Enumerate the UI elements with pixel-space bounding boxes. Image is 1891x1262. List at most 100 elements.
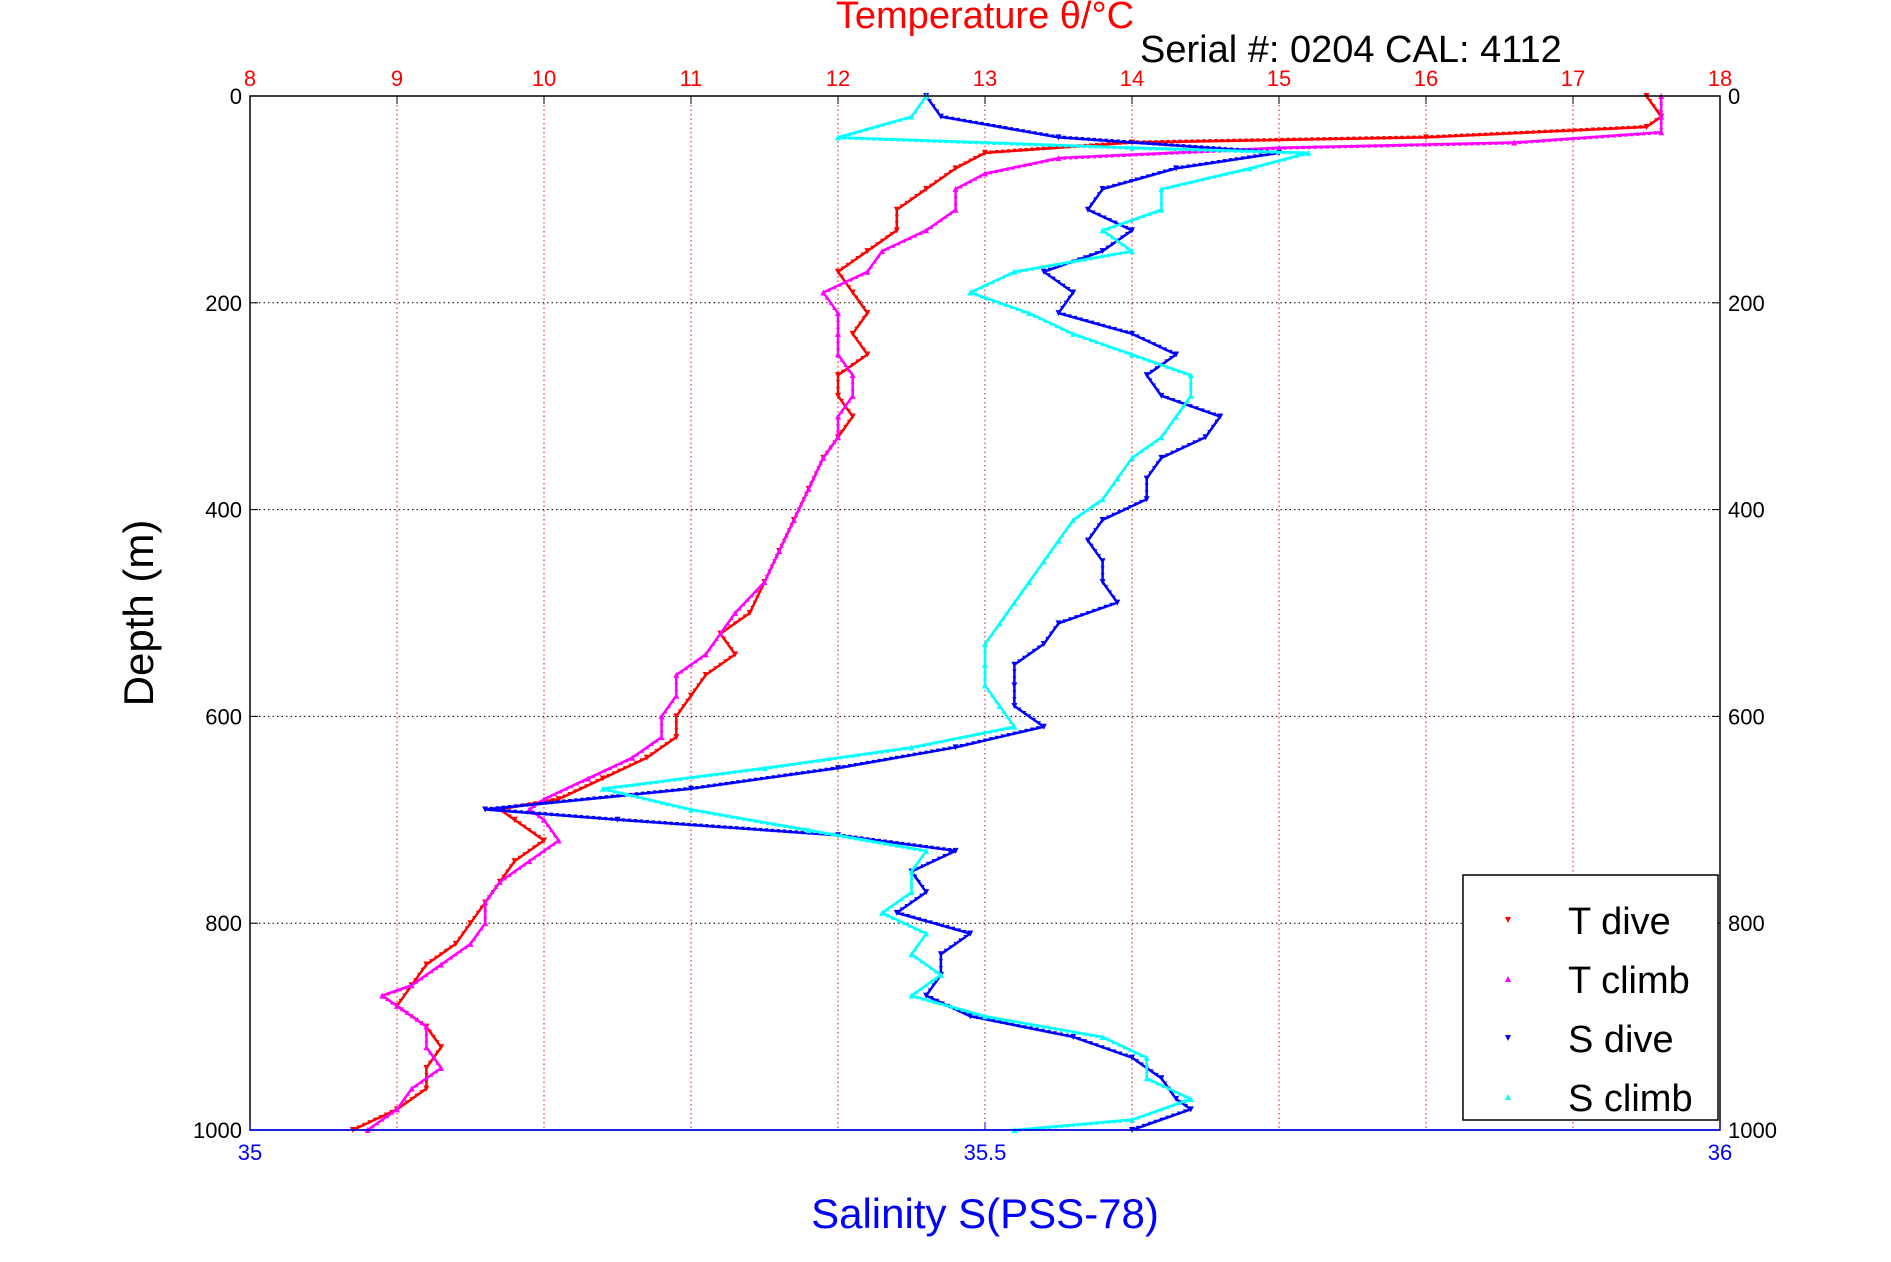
data-point	[1129, 330, 1135, 337]
data-point	[881, 122, 886, 127]
data-point	[1106, 142, 1111, 147]
data-point	[1188, 380, 1193, 385]
data-point	[1080, 137, 1085, 142]
data-point	[826, 287, 831, 292]
data-point	[950, 116, 955, 121]
data-point	[1143, 1075, 1150, 1082]
data-point	[924, 983, 929, 988]
data-point	[1188, 386, 1193, 391]
data-point	[1032, 313, 1037, 318]
data-point	[1124, 330, 1129, 335]
data-point	[876, 254, 881, 259]
data-point	[1477, 132, 1482, 137]
data-point	[452, 940, 459, 947]
data-point	[1340, 136, 1344, 141]
data-point	[678, 776, 683, 781]
tick-label-temperature: 10	[532, 66, 556, 91]
data-point	[639, 819, 644, 824]
data-point	[847, 368, 852, 373]
tick-label-temperature: 9	[391, 66, 403, 91]
data-point	[1173, 351, 1180, 358]
data-point	[836, 833, 840, 838]
data-point	[1118, 222, 1123, 227]
data-point	[675, 821, 680, 826]
data-point	[527, 828, 532, 833]
data-point	[1130, 218, 1134, 223]
data-point	[423, 1085, 430, 1092]
data-point	[923, 847, 930, 854]
data-point	[671, 803, 676, 808]
data-point	[941, 747, 946, 752]
data-point	[448, 955, 453, 960]
data-point	[1172, 146, 1177, 151]
data-point	[853, 836, 858, 841]
data-point	[1215, 148, 1220, 153]
data-point	[973, 176, 978, 181]
data-point	[1110, 235, 1115, 240]
data-point	[1099, 227, 1106, 234]
tick-label-depth-right: 600	[1728, 704, 1765, 729]
data-point	[860, 252, 865, 257]
data-point	[937, 856, 942, 861]
data-point	[862, 752, 867, 757]
data-point	[658, 789, 663, 794]
data-point	[1388, 135, 1392, 140]
data-point	[885, 748, 890, 753]
data-point	[507, 809, 512, 814]
data-point	[486, 895, 491, 900]
data-point	[894, 843, 899, 848]
data-point	[1367, 143, 1372, 148]
tick-label-temperature: 18	[1708, 66, 1732, 91]
data-point	[580, 797, 585, 802]
data-point	[688, 785, 694, 792]
data-point	[1094, 1043, 1099, 1048]
data-point	[912, 843, 917, 848]
data-point	[1124, 225, 1129, 230]
data-point	[1513, 131, 1518, 136]
data-point	[1232, 138, 1236, 143]
data-point	[423, 1044, 430, 1051]
data-point	[659, 721, 664, 726]
data-point	[926, 861, 931, 866]
data-point	[1046, 142, 1050, 147]
data-point	[958, 163, 963, 168]
data-point	[438, 1044, 445, 1051]
data-point	[1070, 330, 1077, 337]
tick-label-temperature: 8	[244, 66, 256, 91]
data-point	[1166, 1086, 1171, 1091]
data-point	[1129, 1116, 1135, 1123]
data-point	[1098, 138, 1103, 143]
tick-label-depth-left: 400	[205, 498, 242, 523]
data-point	[1334, 136, 1338, 141]
data-point	[914, 193, 919, 198]
data-point	[1077, 258, 1082, 263]
data-point	[912, 846, 917, 851]
data-point	[1343, 144, 1348, 149]
data-point	[908, 868, 915, 875]
data-point	[868, 751, 873, 756]
data-point	[372, 1117, 377, 1122]
data-point	[1170, 450, 1175, 455]
data-point	[938, 218, 943, 223]
data-point	[398, 998, 403, 1003]
data-point	[1110, 139, 1115, 144]
data-point	[1022, 163, 1027, 168]
data-point	[1034, 1027, 1039, 1032]
data-point	[1032, 131, 1037, 136]
data-point	[1301, 145, 1306, 150]
data-point	[1116, 153, 1121, 158]
data-point	[997, 300, 1002, 305]
data-point	[578, 786, 583, 791]
data-point	[1620, 126, 1625, 131]
data-point	[1654, 118, 1659, 123]
data-point	[370, 1124, 375, 1129]
data-point	[1011, 599, 1018, 606]
data-point	[1229, 170, 1234, 175]
data-point	[855, 359, 860, 364]
data-point	[1192, 163, 1197, 168]
data-point	[718, 782, 723, 787]
data-point	[567, 798, 572, 803]
data-point	[918, 847, 923, 852]
tick-label-depth-left: 1000	[193, 1118, 242, 1143]
data-point	[1001, 709, 1006, 714]
